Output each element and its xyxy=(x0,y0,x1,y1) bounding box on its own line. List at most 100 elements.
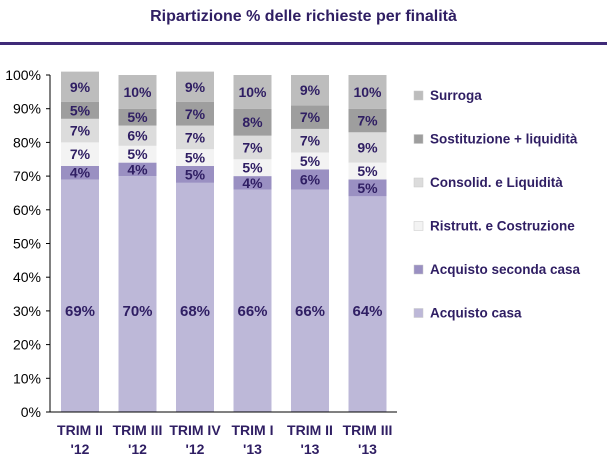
data-label: 7% xyxy=(300,133,321,149)
data-label: 7% xyxy=(185,106,206,122)
x-tick-label: '13 xyxy=(243,441,262,457)
legend-swatch xyxy=(413,221,424,231)
data-label: 10% xyxy=(123,84,152,100)
data-label: 7% xyxy=(242,139,263,155)
x-tick-label: TRIM II xyxy=(57,422,103,438)
bar-segment xyxy=(118,162,157,177)
y-tick-label: 20% xyxy=(13,337,41,353)
bar-segment xyxy=(176,165,214,183)
x-tick-label: TRIM III xyxy=(113,422,163,438)
legend-swatch xyxy=(413,308,424,318)
data-label: 6% xyxy=(300,171,321,187)
bar-segment xyxy=(176,182,214,412)
legend-label: Acquisto seconda casa xyxy=(430,262,581,277)
y-tick-label: 40% xyxy=(13,269,41,285)
bar-segment xyxy=(176,101,214,126)
bar-segment xyxy=(291,105,329,129)
bar-segment xyxy=(61,118,99,143)
y-tick-label: 50% xyxy=(13,236,41,252)
data-label: 7% xyxy=(70,123,91,139)
data-label: 9% xyxy=(185,79,206,95)
y-tick-label: 10% xyxy=(13,370,41,386)
data-label: 7% xyxy=(300,109,321,125)
bar-segment xyxy=(348,108,387,133)
x-tick-label: '12 xyxy=(186,441,205,457)
bar-segment xyxy=(348,162,387,180)
bar-segment xyxy=(233,135,272,160)
data-label: 5% xyxy=(185,166,206,182)
title-divider xyxy=(0,42,607,45)
data-label: 4% xyxy=(242,175,263,191)
x-tick-label: '12 xyxy=(128,441,147,457)
data-label: 70% xyxy=(122,303,152,320)
x-tick-label: TRIM IV xyxy=(169,422,221,438)
bar-segment xyxy=(118,125,157,146)
legend-swatch xyxy=(413,90,424,101)
data-label: 64% xyxy=(352,303,382,320)
data-label: 4% xyxy=(70,165,91,181)
bar-segment xyxy=(291,152,329,170)
legend-swatch xyxy=(413,134,424,144)
data-label: 4% xyxy=(127,161,148,177)
data-label: 7% xyxy=(357,112,378,128)
data-label: 10% xyxy=(353,84,382,100)
data-label: 5% xyxy=(70,102,91,118)
bar-segment xyxy=(233,176,272,190)
y-tick-label: 30% xyxy=(13,303,41,319)
bar-segment xyxy=(348,132,387,163)
bar-segment xyxy=(61,179,99,412)
bar-segment xyxy=(291,169,329,190)
bar-segment xyxy=(291,75,329,106)
x-tick-label: '13 xyxy=(358,441,377,457)
bar-segment xyxy=(233,189,272,412)
legend-label: Consolid. e Liquidità xyxy=(430,175,563,190)
chart-title: Ripartizione % delle richieste per final… xyxy=(150,8,457,25)
y-tick-label: 80% xyxy=(13,134,41,150)
data-label: 9% xyxy=(357,139,378,155)
data-label: 66% xyxy=(295,303,325,320)
legend-label: Surroga xyxy=(430,88,482,103)
y-tick-label: 100% xyxy=(5,67,41,83)
data-label: 5% xyxy=(357,163,378,179)
data-label: 9% xyxy=(300,82,321,98)
bar-segment xyxy=(291,189,329,412)
legend-label: Ristrutt. e Costruzione xyxy=(430,219,575,234)
legend-label: Acquisto casa xyxy=(430,306,522,321)
x-tick-label: TRIM III xyxy=(343,422,393,438)
data-label: 7% xyxy=(185,129,206,145)
y-tick-label: 90% xyxy=(13,101,41,117)
y-tick-label: 60% xyxy=(13,202,41,218)
bar-segment xyxy=(348,179,387,197)
legend-swatch xyxy=(413,264,424,275)
x-tick-label: TRIM II xyxy=(287,422,333,438)
data-label: 9% xyxy=(70,79,91,95)
bar-segment xyxy=(348,196,387,412)
data-label: 10% xyxy=(238,84,267,100)
data-label: 7% xyxy=(70,146,91,162)
bar-segment xyxy=(233,159,272,177)
bar-segment xyxy=(118,108,157,126)
data-label: 5% xyxy=(242,160,263,176)
legend-label: Sostituzione + liquidità xyxy=(430,132,578,147)
y-tick-label: 0% xyxy=(21,404,41,420)
data-label: 5% xyxy=(127,109,148,125)
data-label: 8% xyxy=(242,114,263,130)
x-tick-label: TRIM I xyxy=(232,422,274,438)
bar-segment xyxy=(348,75,387,109)
x-tick-label: '13 xyxy=(301,441,320,457)
bar-segment xyxy=(176,71,214,102)
bar-segment xyxy=(61,165,99,180)
data-label: 69% xyxy=(65,303,95,320)
bar-segment xyxy=(118,176,157,412)
data-label: 5% xyxy=(357,180,378,196)
data-label: 68% xyxy=(180,303,210,320)
bar-segment xyxy=(61,101,99,119)
bar-segment xyxy=(118,145,157,163)
y-tick-label: 70% xyxy=(13,168,41,184)
legend-swatch xyxy=(413,177,424,188)
bar-segment xyxy=(118,75,157,109)
bar-segment xyxy=(61,71,99,102)
data-label: 6% xyxy=(127,128,148,144)
bar-segment xyxy=(233,108,272,136)
